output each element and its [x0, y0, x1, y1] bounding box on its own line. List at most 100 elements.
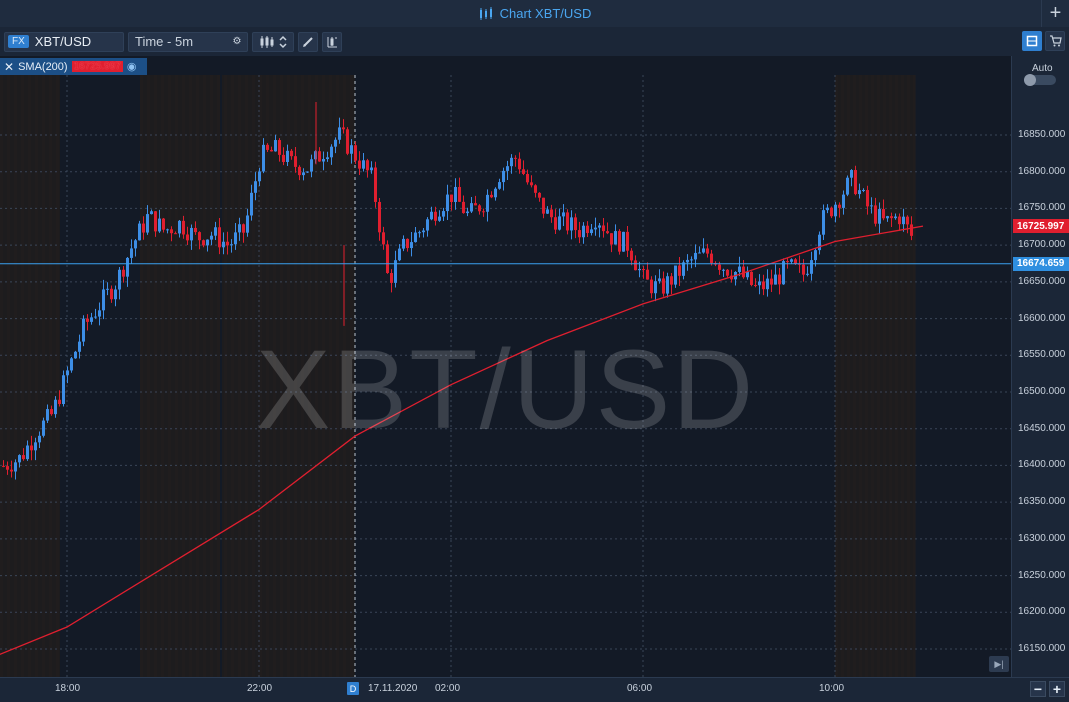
session-stripe: [865, 75, 868, 677]
candle-body: [306, 171, 309, 173]
time-tick-label: 06:00: [627, 683, 653, 694]
session-stripe: [329, 75, 332, 677]
zoom-in-button[interactable]: +: [1049, 681, 1065, 697]
candle-body: [534, 185, 537, 193]
candle-body: [134, 240, 137, 249]
candle-body: [366, 160, 369, 171]
candle-body: [670, 276, 673, 285]
candle-body: [786, 261, 789, 263]
candle-body: [302, 172, 305, 176]
candle-body: [322, 159, 325, 162]
candle-body: [570, 217, 573, 231]
candle-body: [618, 231, 621, 252]
candle-body: [606, 231, 609, 234]
draw-tool-button[interactable]: [298, 31, 318, 52]
session-stripe: [853, 75, 856, 677]
add-window-button[interactable]: +: [1041, 0, 1069, 27]
candle-body: [154, 211, 157, 232]
timeframe-selector[interactable]: Time - 5m ⚙: [128, 31, 248, 52]
session-stripe: [266, 75, 269, 677]
candle-body: [426, 219, 429, 231]
candle-body: [454, 186, 457, 202]
candle-body: [530, 182, 533, 186]
session-stripe: [859, 75, 862, 677]
indicator-value: 16725.997: [71, 61, 123, 72]
candle-body: [394, 260, 397, 283]
price-tick-label: 16500.000: [1018, 386, 1066, 397]
pencil-icon: [303, 36, 313, 47]
candle-body: [170, 229, 173, 234]
indicator-name[interactable]: SMA(200): [18, 60, 68, 73]
price-tick-label: 16250.000: [1018, 569, 1066, 581]
candle-body: [910, 224, 913, 236]
scroll-to-end-button[interactable]: ▶|: [989, 656, 1009, 672]
session-stripe: [907, 75, 910, 677]
session-stripe: [336, 75, 339, 677]
candle-body: [482, 211, 485, 213]
candle-body: [130, 248, 133, 258]
candle-body: [738, 266, 741, 272]
symbol-selector[interactable]: FX XBT/USD: [4, 31, 124, 52]
candle-body: [766, 278, 769, 290]
candle-body: [122, 269, 125, 277]
candle-body: [90, 317, 93, 322]
candle-body: [162, 218, 165, 230]
candle-body: [706, 248, 709, 254]
candle-body: [586, 225, 589, 234]
layout-button[interactable]: [1022, 31, 1042, 51]
window-titlebar: Chart XBT/USD +: [0, 0, 1069, 27]
timeframe-label: Time - 5m: [135, 34, 194, 49]
trade-button[interactable]: [1045, 31, 1065, 51]
price-tick-label: 16450.000: [1018, 422, 1066, 434]
candlestick-icon: [260, 35, 273, 48]
time-axis[interactable]: 18:00 22:00 17.11.2020 02:00 06:00 10:00 D − …: [0, 677, 1069, 702]
candle-body: [158, 218, 161, 232]
window-title-text: Chart XBT/USD: [499, 6, 592, 21]
candle-body: [642, 268, 645, 270]
candle-body: [370, 167, 373, 171]
candle-body: [518, 158, 521, 170]
day-marker[interactable]: D: [347, 682, 359, 695]
candle-body: [494, 188, 497, 198]
time-tick-label: 17.11.2020: [368, 683, 418, 694]
price-tick-label: 16800.000: [1018, 165, 1066, 177]
eye-icon[interactable]: ◉: [126, 61, 137, 73]
candle-body: [654, 281, 657, 294]
session-stripe: [189, 75, 192, 677]
price-axis[interactable]: Auto 16850.000 16800.000 16750.000 16700.00…: [1011, 56, 1069, 677]
session-stripe: [175, 75, 178, 677]
candle-body: [358, 160, 361, 169]
auto-scale-toggle[interactable]: [1024, 74, 1056, 86]
chart-type-button[interactable]: [252, 31, 294, 52]
candle-body: [6, 466, 9, 470]
candle-body: [878, 209, 881, 224]
session-stripe: [49, 75, 52, 677]
candle-body: [810, 260, 813, 274]
indicators-button[interactable]: [322, 31, 342, 52]
session-stripe: [322, 75, 325, 677]
close-icon[interactable]: ✕: [4, 59, 15, 74]
arrow-right-icon: ▶|: [994, 658, 1004, 669]
gear-icon[interactable]: ⚙: [232, 36, 242, 47]
candle-body: [502, 170, 505, 183]
candle-body: [30, 445, 33, 451]
candle-body: [310, 159, 313, 172]
zoom-out-button[interactable]: −: [1030, 681, 1046, 697]
candle-body: [50, 409, 53, 415]
chart-area[interactable]: XBT/USD: [0, 75, 1011, 677]
session-stripe: [168, 75, 171, 677]
candle-body: [802, 264, 805, 275]
candle-body: [638, 268, 641, 271]
session-stripe: [154, 75, 157, 677]
candle-body: [106, 288, 109, 290]
candle-body: [142, 223, 145, 233]
session-stripe: [140, 75, 143, 677]
price-chart[interactable]: [0, 75, 1011, 677]
candle-body: [698, 252, 701, 254]
session-stripe: [35, 75, 38, 677]
session-stripe: [28, 75, 31, 677]
time-tick-label: 10:00: [819, 683, 845, 694]
candle-body: [362, 160, 365, 169]
candle-body: [62, 375, 65, 405]
candle-body: [58, 399, 61, 405]
